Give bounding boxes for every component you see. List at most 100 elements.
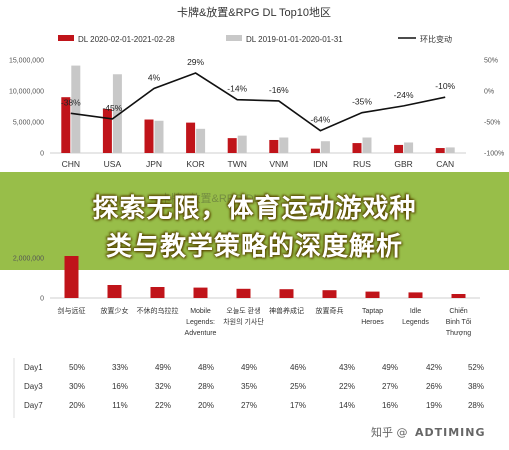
table-cell: 48%: [198, 363, 214, 372]
table-cell: 19%: [426, 401, 442, 410]
table-cell: 42%: [426, 363, 442, 372]
table-cell: 26%: [426, 382, 442, 391]
bottom-bars: [64, 256, 466, 298]
top-chart: 卡牌&放置&RPG DL Top10地区 DL 2020-02-01-2021-…: [9, 5, 504, 169]
x-tick-label: TWN: [228, 159, 247, 169]
change-point-label: -45%: [102, 103, 122, 113]
y-left-tick-label: 0: [40, 151, 44, 158]
legend-label-dl2020: DL 2020-02-01-2021-02-28: [78, 35, 175, 44]
bottom-category-labels: 剑与远征 放置少女 不休的乌拉拉 Mobile Legends: Adventure 오늘도…: [58, 306, 472, 337]
table-cell: 20%: [69, 401, 85, 410]
bottom-x-tick-label: 放置少女: [101, 306, 129, 315]
bar-dl2020: [435, 148, 445, 153]
table-cell: 16%: [382, 401, 398, 410]
change-point-label: 29%: [187, 57, 204, 67]
table-cell: 50%: [69, 363, 85, 372]
change-point-label: 4%: [148, 73, 161, 83]
table-row-label: Day7: [24, 401, 43, 410]
table-cell: 20%: [198, 401, 214, 410]
x-tick-label: CAN: [436, 159, 454, 169]
table-row-label: Day1: [24, 363, 43, 372]
table-cell: 49%: [382, 363, 398, 372]
change-point-label: -24%: [394, 90, 414, 100]
table-cell: 32%: [155, 382, 171, 391]
bar-dl2019: [196, 128, 206, 153]
bar-dl2020: [61, 97, 71, 153]
change-point-label: -38%: [61, 97, 81, 107]
bottom-x-tick-label: Binh Tối: [446, 317, 472, 326]
bottom-x-tick-label: 不休的乌拉拉: [137, 306, 179, 315]
top-axes: 0 5,000,000 10,000,000 15,000,000 50% 0% -50% -…: [9, 58, 504, 158]
table-cell: 25%: [290, 382, 306, 391]
bottom-bar: [236, 288, 251, 298]
bottom-x-tick-label: 오늘도 환생: [226, 306, 260, 315]
bar-dl2019: [112, 74, 122, 153]
table-cell: 35%: [241, 382, 257, 391]
bottom-y-tick-label: 2,000,000: [13, 256, 44, 263]
y-right-tick-label: -50%: [484, 120, 500, 127]
bar-dl2020: [352, 143, 362, 153]
top-change-line: -38% -45% 4% 29% -14% -16% -64% -35% -24% -10%: [61, 57, 456, 132]
bar-dl2020: [310, 148, 320, 153]
x-tick-label: JPN: [146, 159, 162, 169]
top-category-labels: CHN USA JPN KOR TWN VNM IDN RUS GBR CAN: [62, 159, 455, 169]
bottom-x-tick-label: Adventure: [185, 330, 217, 337]
bar-dl2019: [237, 135, 247, 153]
table-cell: 22%: [155, 401, 171, 410]
bar-dl2020: [186, 122, 196, 153]
table-cell: 11%: [112, 401, 127, 410]
bottom-bar: [150, 287, 165, 298]
table-cell: 38%: [468, 382, 484, 391]
x-tick-label: USA: [104, 159, 122, 169]
bottom-x-tick-label: 放置奇兵: [316, 306, 344, 315]
bar-dl2019: [320, 141, 330, 153]
table-cell: 43%: [339, 363, 355, 372]
banner-background: [0, 172, 509, 270]
x-tick-label: VNM: [269, 159, 288, 169]
bottom-x-tick-label: Mobile: [190, 308, 211, 315]
top-chart-title: 卡牌&放置&RPG DL Top10地区: [177, 5, 331, 19]
legend-swatch-dl2020: [58, 35, 74, 41]
bar-dl2020: [227, 138, 237, 153]
table-cell: 49%: [241, 363, 257, 372]
bottom-chart: 卡牌&放置&RPG DL 0 2,000,000 剑与远征 放置少女 不休的乌拉拉 Mo…: [13, 191, 480, 337]
y-left-tick-label: 10,000,000: [9, 89, 44, 96]
bottom-x-tick-label: Legends: [402, 319, 429, 326]
table-cell: 14%: [339, 401, 355, 410]
x-tick-label: IDN: [313, 159, 328, 169]
bottom-y-tick-label: 0: [40, 296, 44, 303]
table-row-label: Day3: [24, 382, 43, 391]
bottom-chart-title: 卡牌&放置&RPG DL: [160, 191, 260, 205]
x-tick-label: CHN: [62, 159, 80, 169]
table-cell: 46%: [290, 363, 306, 372]
bottom-bar: [365, 291, 380, 298]
change-point-label: -10%: [435, 81, 455, 91]
bar-dl2019: [279, 137, 289, 153]
change-point-label: -14%: [227, 84, 247, 94]
bar-dl2020: [394, 144, 404, 153]
y-right-tick-label: -100%: [484, 151, 504, 158]
x-tick-label: GBR: [394, 159, 412, 169]
table-cell: 49%: [155, 363, 171, 372]
banner-line-2: 类与教学策略的深度解析: [105, 232, 403, 262]
table-cell: 27%: [382, 382, 398, 391]
bottom-x-tick-label: Heroes: [361, 319, 384, 326]
bar-dl2019: [404, 142, 414, 153]
change-series-line: [70, 72, 446, 132]
bottom-bar: [408, 292, 423, 298]
y-left-tick-label: 15,000,000: [9, 58, 44, 65]
bottom-x-tick-label: Legends:: [186, 319, 215, 326]
retention-table: Day1 50% 33% 49% 48% 49% 46% 43% 49% 42% 52% Day3 30…: [13, 358, 484, 418]
bar-dl2019: [445, 147, 455, 153]
bottom-bar: [279, 289, 294, 298]
watermark-brand: ADTIMING: [415, 426, 486, 439]
legend-label-dl2019: DL 2019-01-01-2020-01-31: [246, 35, 343, 44]
bar-dl2020: [144, 119, 154, 153]
y-left-tick-label: 5,000,000: [13, 120, 44, 127]
banner-line-1: 探索无限，体育运动游戏种: [92, 194, 417, 224]
bottom-bar: [451, 294, 466, 298]
bottom-x-tick-label: 神兽养成记: [269, 306, 304, 315]
bottom-bar: [193, 287, 208, 298]
table-cell: 28%: [468, 401, 484, 410]
